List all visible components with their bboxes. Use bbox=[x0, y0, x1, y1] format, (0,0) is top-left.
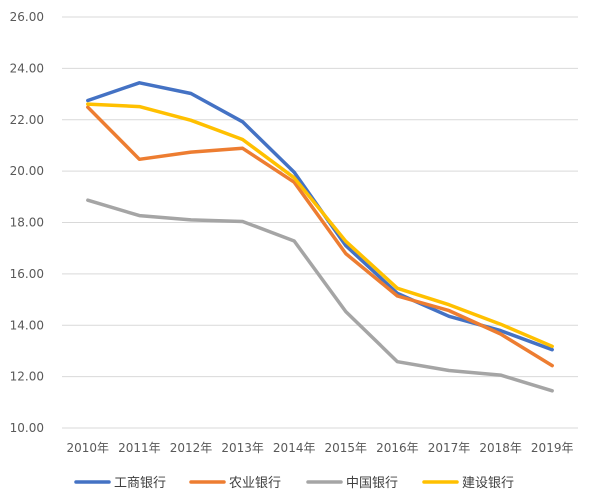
x-tick-label: 2017年 bbox=[428, 441, 471, 455]
y-tick-label: 24.00 bbox=[10, 61, 44, 75]
y-tick-label: 20.00 bbox=[10, 164, 44, 178]
legend-label: 建设银行 bbox=[462, 476, 514, 491]
y-tick-label: 26.00 bbox=[10, 10, 44, 24]
series-lines bbox=[86, 81, 554, 393]
x-axis-tick-labels: 2010年 2011年 2012年 2013年 2014年 2015年 2016年 2017年… bbox=[67, 441, 574, 455]
series-line-1 bbox=[86, 105, 554, 368]
x-tick-label: 2016年 bbox=[376, 441, 419, 455]
legend-label: 农业银行 bbox=[229, 476, 281, 491]
y-tick-label: 12.00 bbox=[10, 370, 44, 384]
x-tick-label: 2011年 bbox=[118, 441, 161, 455]
y-tick-label: 10.00 bbox=[10, 421, 44, 435]
legend-label: 中国银行 bbox=[346, 476, 398, 491]
legend-label: 工商银行 bbox=[114, 476, 166, 491]
x-tick-label: 2010年 bbox=[67, 441, 110, 455]
y-tick-label: 18.00 bbox=[10, 216, 44, 230]
x-tick-label: 2018年 bbox=[479, 441, 522, 455]
y-tick-label: 22.00 bbox=[10, 113, 44, 127]
y-tick-label: 14.00 bbox=[10, 318, 44, 332]
x-tick-label: 2013年 bbox=[221, 441, 264, 455]
x-tick-label: 2012年 bbox=[170, 441, 213, 455]
y-axis-tick-labels: 10.00 12.00 14.00 16.00 18.00 20.00 22.00 24.00… bbox=[10, 10, 44, 435]
series-line-3 bbox=[86, 102, 554, 349]
legend: 工商银行 农业银行 中国银行 建设银行 bbox=[74, 476, 514, 491]
x-tick-label: 2015年 bbox=[325, 441, 368, 455]
x-tick-label: 2019年 bbox=[531, 441, 574, 455]
y-tick-label: 16.00 bbox=[10, 267, 44, 281]
series-line-2 bbox=[86, 198, 554, 393]
gridlines bbox=[62, 16, 578, 429]
x-tick-label: 2014年 bbox=[273, 441, 316, 455]
